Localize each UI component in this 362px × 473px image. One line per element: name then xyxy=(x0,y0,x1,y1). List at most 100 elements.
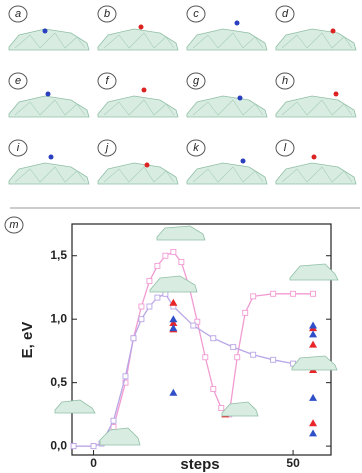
cluster xyxy=(186,28,268,51)
plot: 0,0 0,5 1,0 1,5 0 50 xyxy=(50,223,332,470)
y-tick-label: 1,0 xyxy=(50,311,67,325)
marker xyxy=(310,290,316,297)
cluster-mesh xyxy=(192,99,264,116)
cluster-mesh xyxy=(281,166,353,183)
cluster-mesh xyxy=(103,32,175,49)
panel: i xyxy=(8,139,90,185)
marker xyxy=(70,443,77,450)
panel-label: c xyxy=(193,8,199,20)
marker xyxy=(178,259,185,266)
cluster-mesh xyxy=(103,99,175,116)
marker xyxy=(169,298,178,306)
panel-circle xyxy=(97,72,117,90)
cluster xyxy=(97,95,179,118)
marker xyxy=(309,393,318,401)
panel: e xyxy=(8,72,90,118)
marker xyxy=(270,356,277,363)
x-tick-label: 0 xyxy=(90,456,97,470)
cluster xyxy=(275,162,357,185)
adsorbate xyxy=(144,162,150,168)
cluster-mesh xyxy=(14,32,86,49)
marker xyxy=(309,330,318,338)
panel-grid: a b c d e f g h i j k l xyxy=(8,5,357,185)
adsorbate xyxy=(45,91,51,97)
panel-label: b xyxy=(104,8,110,20)
cluster-mesh xyxy=(192,166,264,183)
panel: l xyxy=(275,139,357,185)
cluster xyxy=(275,95,357,118)
cluster-insets xyxy=(54,225,339,446)
marker xyxy=(138,316,145,323)
marker xyxy=(169,319,178,326)
panel-label: k xyxy=(193,142,199,154)
marker xyxy=(190,322,197,329)
marker xyxy=(250,351,257,358)
y-tick-label: 1,5 xyxy=(50,248,67,262)
cluster xyxy=(186,162,268,185)
panel-circle xyxy=(8,5,28,23)
cluster-mesh xyxy=(14,166,86,183)
adsorbate xyxy=(234,20,240,26)
panel-circle xyxy=(97,139,117,157)
marker xyxy=(309,419,318,427)
panel: a xyxy=(8,5,90,51)
panel: b xyxy=(97,5,179,51)
panel-label: g xyxy=(193,75,200,87)
marker xyxy=(90,443,97,450)
marker xyxy=(146,303,153,310)
panel: g xyxy=(186,72,268,118)
panel-label: f xyxy=(105,75,109,87)
adsorbate xyxy=(333,91,339,97)
panel: h xyxy=(275,72,357,118)
x-tick-label: 50 xyxy=(286,456,300,470)
panel-label: j xyxy=(104,142,109,154)
marker xyxy=(250,293,257,300)
cluster xyxy=(97,28,179,51)
panel-circle xyxy=(8,72,28,90)
panel-circle xyxy=(8,139,28,157)
cluster xyxy=(8,28,90,51)
plot-frame xyxy=(71,223,332,456)
panel-label: l xyxy=(284,142,287,154)
marker xyxy=(202,354,209,361)
panel-label: m xyxy=(9,219,18,231)
marker xyxy=(122,379,129,386)
panel-circle xyxy=(4,216,24,234)
cluster-mesh xyxy=(281,32,353,49)
panel-label: e xyxy=(15,75,21,87)
y-tick-label: 0,0 xyxy=(50,438,67,452)
panel-circle xyxy=(186,5,206,23)
marker xyxy=(230,344,237,351)
marker xyxy=(130,335,137,342)
adsorbate xyxy=(311,154,317,160)
cluster xyxy=(97,162,179,185)
panel-label: i xyxy=(17,142,20,154)
panel: d xyxy=(275,5,357,51)
cluster xyxy=(275,28,357,51)
marker xyxy=(309,340,318,348)
panel-circle xyxy=(275,72,295,90)
marker xyxy=(162,252,169,259)
series-line xyxy=(73,251,314,447)
y-tick-label: 0,5 xyxy=(50,375,67,389)
panel-label: h xyxy=(282,75,288,87)
panel-label: a xyxy=(15,8,21,20)
panel: c xyxy=(186,5,268,51)
panel-circle xyxy=(186,139,206,157)
panel-label: d xyxy=(282,8,289,20)
panel: k xyxy=(186,139,268,185)
marker xyxy=(270,290,277,297)
marker xyxy=(169,324,178,332)
panel: j xyxy=(97,139,179,185)
marker xyxy=(122,373,129,380)
adsorbate xyxy=(138,24,144,30)
panel-circle xyxy=(186,72,206,90)
adsorbate xyxy=(240,158,246,164)
cluster-mesh xyxy=(14,99,86,116)
marker xyxy=(210,335,217,342)
marker xyxy=(170,248,177,255)
cluster-mesh xyxy=(103,166,175,183)
cluster xyxy=(186,95,268,118)
marker xyxy=(154,262,161,269)
